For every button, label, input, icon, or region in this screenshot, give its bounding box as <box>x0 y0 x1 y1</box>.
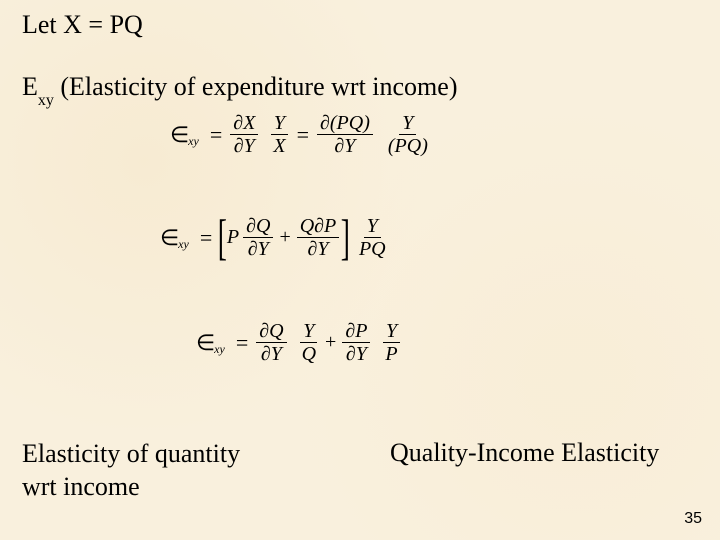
elasticity-heading: Exy (Elasticity of expenditure wrt incom… <box>22 72 457 106</box>
frac-Y-PQ: Y (PQ) <box>385 112 431 157</box>
frac-dPQ-dY: ∂(PQ) ∂Y <box>317 112 373 157</box>
right-bracket: ] <box>341 215 350 260</box>
epsilon-sub: xy <box>214 342 225 357</box>
equals-sign: = <box>210 122 222 148</box>
epsilon-symbol: ∈ <box>196 330 215 356</box>
elasticity-desc: (Elasticity of expenditure wrt income) <box>54 72 458 101</box>
frac-Y-PQ: Y PQ <box>356 215 389 260</box>
page-number: 35 <box>684 510 702 528</box>
frac-Y-X: Y X <box>270 112 288 157</box>
frac-dX-dY: ∂X ∂Y <box>230 112 258 157</box>
symbol-E: E <box>22 72 38 101</box>
equation-2: ∈xy = [ P ∂Q ∂Y + Q∂P ∂Y ] Y PQ <box>160 215 391 260</box>
epsilon-sub: xy <box>188 134 199 149</box>
equation-3: ∈xy = ∂Q ∂Y Y Q + ∂P ∂Y Y P <box>196 320 403 365</box>
frac-dQ-dY: ∂Q ∂Y <box>243 215 273 260</box>
equals-sign: = <box>200 225 212 251</box>
equals-sign: = <box>297 122 309 148</box>
frac-Y-Q: Y Q <box>299 320 319 365</box>
frac-QdP-dY: Q∂P ∂Y <box>297 215 340 260</box>
frac-dQ-dY: ∂Q ∂Y <box>256 320 286 365</box>
label-quantity-l1: Elasticity of quantity <box>22 438 240 471</box>
epsilon-symbol: ∈ <box>170 122 189 148</box>
left-bracket: [ <box>218 215 227 260</box>
frac-dP-dY: ∂P ∂Y <box>342 320 370 365</box>
epsilon-sub: xy <box>178 237 189 252</box>
label-quantity-elasticity: Elasticity of quantity wrt income <box>22 438 240 503</box>
label-quality-elasticity: Quality-Income Elasticity <box>390 438 659 468</box>
label-quantity-l2: wrt income <box>22 471 240 504</box>
coef-P: P <box>227 226 239 249</box>
definition-line: Let X = PQ <box>22 10 143 40</box>
equals-sign: = <box>236 330 248 356</box>
epsilon-symbol: ∈ <box>160 225 179 251</box>
symbol-E-sub: xy <box>38 92 54 109</box>
frac-Y-P: Y P <box>382 320 400 365</box>
equation-1: ∈xy = ∂X ∂Y Y X = ∂(PQ) ∂Y Y (PQ) <box>170 112 433 157</box>
plus-sign: + <box>325 331 336 354</box>
plus-sign: + <box>279 226 290 249</box>
